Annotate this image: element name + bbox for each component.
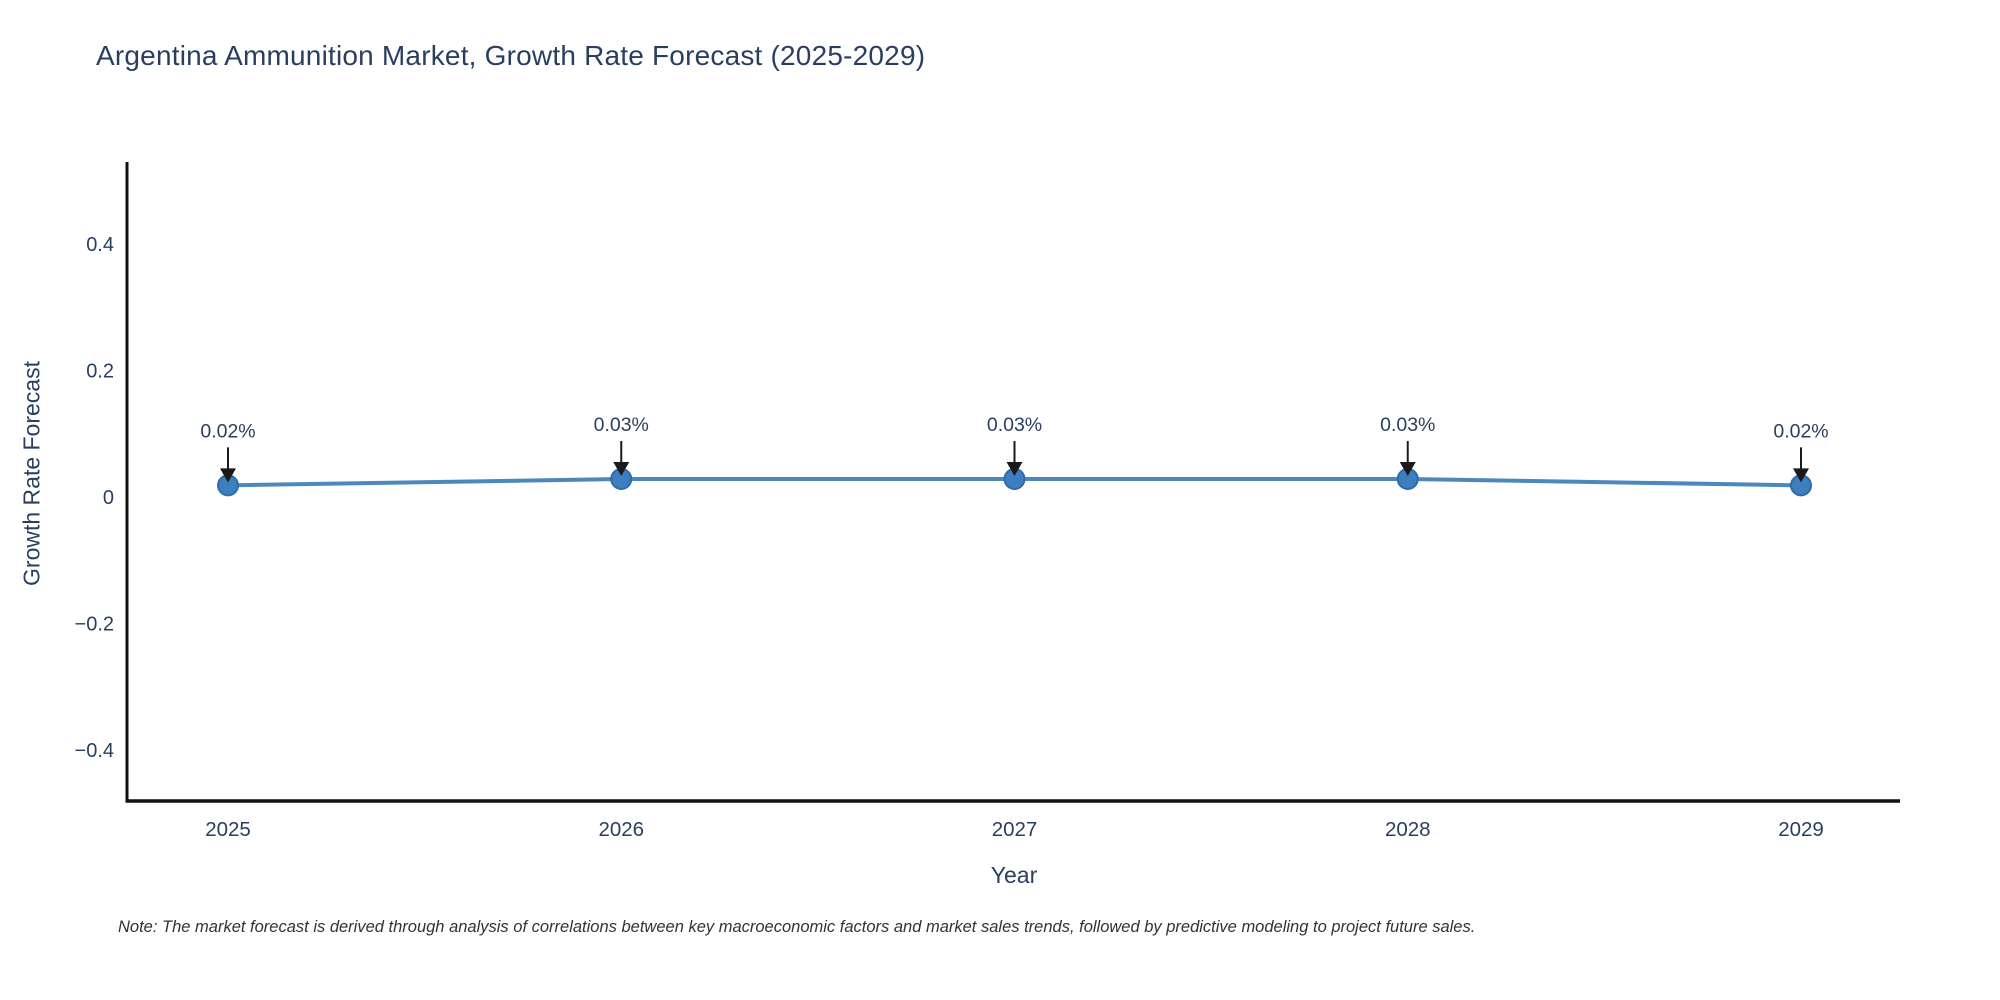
data-point-label: 0.03% bbox=[987, 414, 1042, 436]
annotation-arrowhead bbox=[220, 468, 236, 483]
annotation-arrowhead bbox=[1399, 462, 1416, 477]
annotation-arrowhead bbox=[1006, 462, 1023, 477]
data-point-label: 0.02% bbox=[200, 420, 255, 442]
x-tick-label: 2028 bbox=[1385, 818, 1431, 841]
annotation-arrowhead bbox=[1793, 468, 1809, 483]
x-tick-label: 2025 bbox=[205, 818, 251, 841]
x-tick-label: 2027 bbox=[992, 818, 1038, 841]
y-tick-label: 0 bbox=[103, 487, 114, 509]
data-point-label: 0.03% bbox=[1380, 414, 1435, 436]
data-point-label: 0.03% bbox=[594, 414, 649, 436]
y-tick-label: −0.4 bbox=[75, 740, 114, 762]
x-tick-label: 2026 bbox=[598, 818, 644, 841]
footnote: Note: The market forecast is derived thr… bbox=[118, 918, 1476, 936]
y-tick-label: −0.2 bbox=[75, 614, 114, 636]
x-axis-title: Year bbox=[990, 862, 1038, 888]
data-point-label: 0.02% bbox=[1773, 420, 1828, 442]
y-tick-label: 0.4 bbox=[86, 234, 114, 256]
x-tick-label: 2029 bbox=[1778, 818, 1824, 841]
chart-title: Argentina Ammunition Market, Growth Rate… bbox=[96, 40, 926, 71]
y-tick-label: 0.2 bbox=[86, 361, 114, 383]
annotation-arrowhead bbox=[613, 462, 630, 477]
